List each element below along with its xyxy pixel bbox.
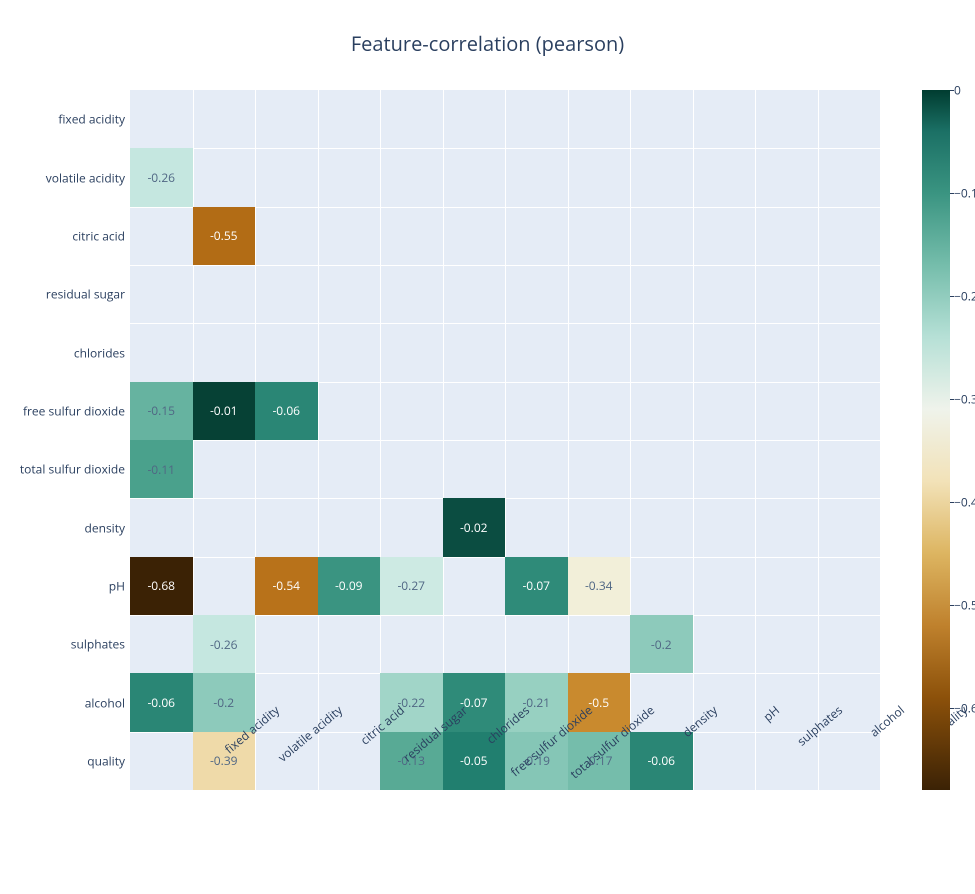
heatmap-cell[interactable]: -0.26 <box>130 148 193 206</box>
heatmap-cell[interactable]: -0.09 <box>318 557 381 615</box>
cell-value: -0.2 <box>213 694 234 711</box>
cell-value: -0.01 <box>210 402 238 419</box>
y-axis-label: free sulfur dioxide <box>5 402 125 419</box>
y-axis-label: quality <box>5 752 125 769</box>
plot-area: -0.26 -0.55 -0.15 -0.01 -0.06 -0.11 -0.02 -0.68… <box>130 90 880 790</box>
colorbar-gradient <box>922 90 950 790</box>
cell-value: -0.26 <box>210 636 238 653</box>
colorbar-tick-label: 0 <box>954 82 961 99</box>
heatmap-cell[interactable]: -0.07 <box>505 557 568 615</box>
y-axis-label: volatile acidity <box>5 169 125 186</box>
gridline <box>818 90 819 790</box>
y-axis-label: residual sugar <box>5 286 125 303</box>
gridline <box>130 498 880 499</box>
cell-value: -0.11 <box>147 461 175 478</box>
gridline <box>130 440 880 441</box>
heatmap-cell[interactable]: -0.27 <box>380 557 443 615</box>
heatmap-cell[interactable]: -0.2 <box>630 615 693 673</box>
cell-value: -0.2 <box>651 636 672 653</box>
cell-value: -0.27 <box>397 577 425 594</box>
colorbar-tick-label: −0.6 <box>954 699 975 716</box>
cell-value: -0.55 <box>210 227 238 244</box>
heatmap-cell[interactable]: -0.06 <box>130 673 193 731</box>
y-axis-label: fixed acidity <box>5 111 125 128</box>
heatmap-cell[interactable]: -0.55 <box>193 207 256 265</box>
cell-value: -0.15 <box>147 402 175 419</box>
colorbar-tick-label: −0.5 <box>954 596 975 613</box>
y-axis-label: pH <box>5 577 125 594</box>
cell-value: -0.06 <box>147 694 175 711</box>
heatmap-cell[interactable]: -0.02 <box>443 498 506 556</box>
cell-value: -0.34 <box>585 577 613 594</box>
colorbar: 0−0.1−0.2−0.3−0.4−0.5−0.6 <box>922 90 950 790</box>
heatmap-cell[interactable]: -0.15 <box>130 382 193 440</box>
colorbar-tick-label: −0.4 <box>954 493 975 510</box>
heatmap-cell[interactable]: -0.26 <box>193 615 256 673</box>
cell-value: -0.07 <box>522 577 550 594</box>
y-axis-label: alcohol <box>5 694 125 711</box>
cell-value: -0.02 <box>460 519 488 536</box>
y-axis-label: total sulfur dioxide <box>5 461 125 478</box>
y-axis-label: density <box>5 519 125 536</box>
cell-value: -0.68 <box>147 577 175 594</box>
gridline <box>755 90 756 790</box>
cell-value: -0.09 <box>335 577 363 594</box>
colorbar-tick-label: −0.1 <box>954 184 975 201</box>
heatmap-cell[interactable]: -0.34 <box>568 557 631 615</box>
gridline <box>693 90 694 790</box>
cell-value: -0.54 <box>272 577 300 594</box>
cell-value: -0.06 <box>272 402 300 419</box>
y-axis-label: citric acid <box>5 227 125 244</box>
chart-title: Feature-correlation (pearson) <box>0 30 975 57</box>
heatmap-cell[interactable]: -0.11 <box>130 440 193 498</box>
y-axis-label: sulphates <box>5 636 125 653</box>
y-axis-label: chlorides <box>5 344 125 361</box>
heatmap-cell[interactable]: -0.68 <box>130 557 193 615</box>
heatmap-chart: Feature-correlation (pearson) -0.26 -0.55… <box>0 0 975 894</box>
colorbar-tick-label: −0.2 <box>954 287 975 304</box>
colorbar-tick-label: −0.3 <box>954 390 975 407</box>
heatmap-cell[interactable]: -0.01 <box>193 382 256 440</box>
heatmap-cell[interactable]: -0.54 <box>255 557 318 615</box>
cell-value: -0.26 <box>147 169 175 186</box>
heatmap-cell[interactable]: -0.06 <box>255 382 318 440</box>
gridline <box>630 90 631 790</box>
